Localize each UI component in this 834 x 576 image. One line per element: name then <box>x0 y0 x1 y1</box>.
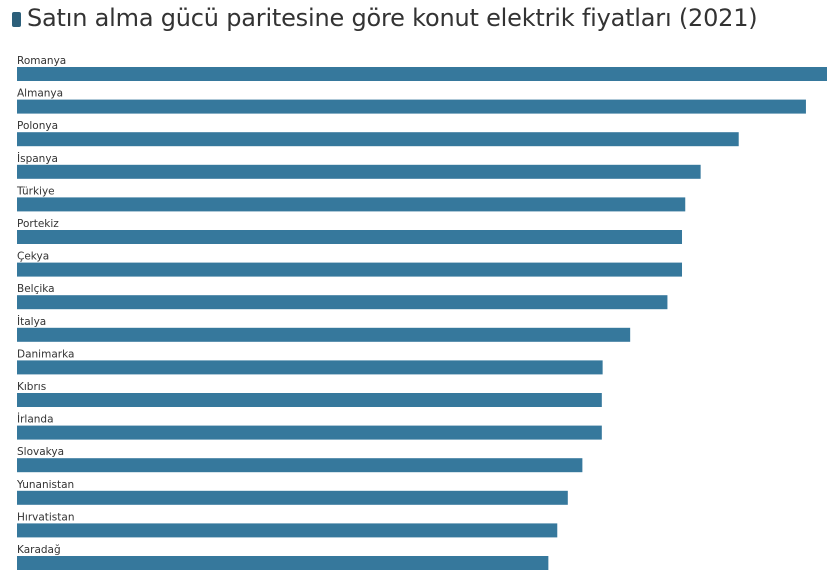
bar[interactable] <box>17 132 739 147</box>
bar-label: İrlanda <box>17 413 54 426</box>
chart-header: Satın alma gücü paritesine göre konut el… <box>12 2 758 34</box>
bar[interactable] <box>17 230 683 244</box>
bar[interactable] <box>17 556 549 570</box>
bar[interactable] <box>17 295 668 310</box>
bar[interactable] <box>17 425 602 440</box>
bar-label: Polonya <box>17 120 58 132</box>
bar[interactable] <box>17 164 701 179</box>
bar[interactable] <box>17 99 806 114</box>
bar[interactable] <box>17 67 827 81</box>
chart-title: Satın alma gücü paritesine göre konut el… <box>27 4 758 32</box>
bar-label: Slovakya <box>17 446 64 458</box>
bar-label: Karadağ <box>17 544 61 556</box>
bar-label: Çekya <box>17 251 49 263</box>
bar[interactable] <box>17 458 583 473</box>
bar[interactable] <box>17 523 558 538</box>
bar-label: Yunanistan <box>16 479 74 491</box>
bar-label: Romanya <box>17 55 66 67</box>
bar[interactable] <box>17 262 683 277</box>
bar[interactable] <box>17 393 602 407</box>
bar-label: İspanya <box>17 152 58 165</box>
legend-swatch <box>12 11 21 27</box>
bar-label: Portekiz <box>17 218 59 230</box>
bar-label: Belçika <box>17 283 55 295</box>
bar[interactable] <box>17 327 631 342</box>
bar[interactable] <box>17 360 603 375</box>
bar-label: Türkiye <box>16 185 55 197</box>
bar-label: İtalya <box>17 315 46 328</box>
bar-label: Kıbrıs <box>17 381 46 393</box>
bar[interactable] <box>17 490 568 505</box>
bar-label: Almanya <box>17 88 63 100</box>
bar-label: Danimarka <box>17 348 74 360</box>
bar[interactable] <box>17 197 686 212</box>
bar-label: Hırvatistan <box>17 511 75 523</box>
